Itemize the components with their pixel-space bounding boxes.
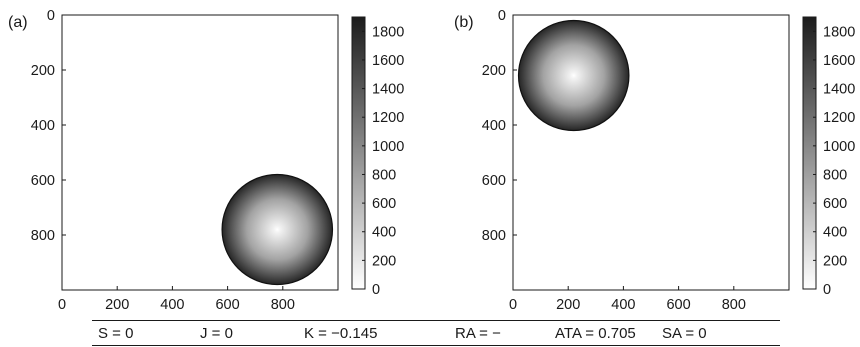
plot-frame-a [61,14,339,291]
x-tick-label-b: 600 [666,297,690,313]
metrics-top-rule [92,320,780,321]
metric-j: J = 0 [200,325,233,342]
colorbar-tick-label-a: 1200 [372,110,404,126]
x-tick-label-a: 600 [215,297,239,313]
disk-a [221,173,334,286]
y-tick-label-b: 200 [482,63,506,79]
colorbar-b [802,16,817,290]
x-tick-label-b: 400 [611,297,635,313]
y-tick-label-a: 0 [47,8,55,24]
y-tick-label-a: 800 [31,228,55,244]
colorbar-tick-label-a: 1000 [372,139,404,155]
colorbar-tick-label-b: 400 [823,225,847,241]
colorbar-tick-label-a: 1400 [372,82,404,98]
y-tick-label-a: 200 [31,63,55,79]
y-tick-label-b: 400 [482,118,506,134]
metric-ra: RA = − [455,325,501,342]
metric-k: K = −0.145 [304,325,378,342]
colorbar-tick-label-b: 1400 [823,82,855,98]
metric-ata: ATA = 0.705 [555,325,636,342]
metrics-row: S = 0 J = 0 K = −0.145 RA = − ATA = 0.70… [92,323,780,347]
metric-sa: SA = 0 [662,325,707,342]
colorbar-tick-label-b: 0 [823,282,831,298]
x-tick-label-a: 800 [271,297,295,313]
colorbar-tick-label-b: 1600 [823,53,855,69]
y-tick-label-b: 800 [482,228,506,244]
colorbar-tick-label-a: 600 [372,196,396,212]
x-tick-label-b: 800 [722,297,746,313]
colorbar-tick-label-a: 1600 [372,53,404,69]
colorbar-tick-label-b: 200 [823,253,847,269]
panel-label-b: (b) [454,14,474,31]
colorbar-tick-label-a: 0 [372,282,380,298]
colorbar-a [351,16,366,290]
y-tick-label-b: 0 [498,8,506,24]
metric-s: S = 0 [98,325,134,342]
panel-label-a: (a) [8,14,28,31]
colorbar-tick-label-b: 800 [823,167,847,183]
x-tick-label-a: 400 [160,297,184,313]
x-tick-label-a: 0 [58,297,66,313]
colorbar-tick-label-b: 1000 [823,139,855,155]
colorbar-tick-label-b: 1800 [823,24,855,40]
metrics-bottom-rule [92,345,780,346]
colorbar-tick-label-b: 1200 [823,110,855,126]
colorbar-tick-label-a: 400 [372,225,396,241]
colorbar-tick-label-b: 600 [823,196,847,212]
y-tick-label-b: 600 [482,173,506,189]
x-tick-label-b: 0 [509,297,517,313]
plot-frame-b [512,14,790,291]
y-tick-label-a: 400 [31,118,55,134]
y-tick-label-a: 600 [31,173,55,189]
x-tick-label-b: 200 [556,297,580,313]
disk-b [517,19,630,132]
colorbar-tick-label-a: 1800 [372,24,404,40]
colorbar-tick-label-a: 800 [372,167,396,183]
x-tick-label-a: 200 [105,297,129,313]
colorbar-tick-label-a: 200 [372,253,396,269]
